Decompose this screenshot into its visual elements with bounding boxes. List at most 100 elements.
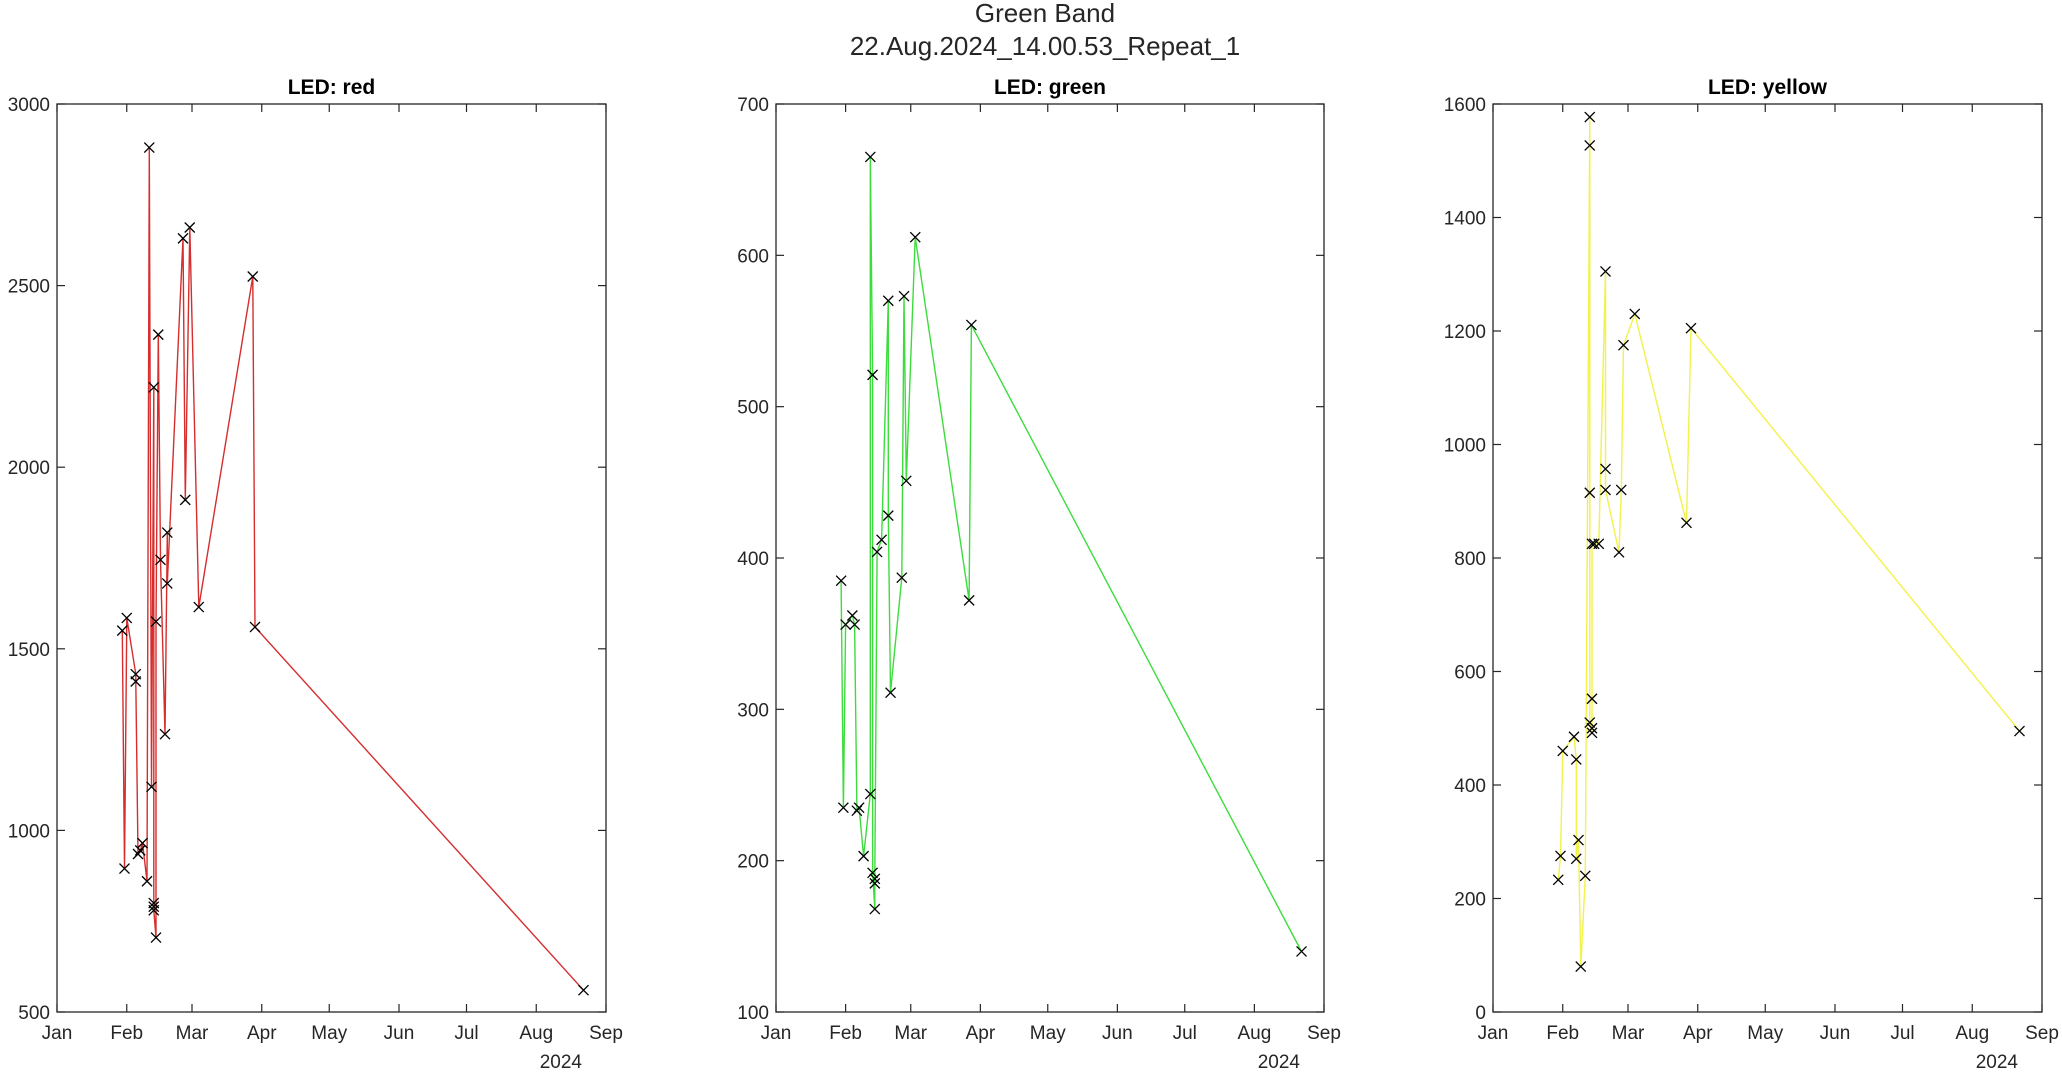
yellow-data-point bbox=[1615, 484, 1627, 496]
red-data-point bbox=[152, 329, 164, 341]
red-x-tick-label: Sep bbox=[589, 1023, 623, 1044]
green-data-point bbox=[871, 546, 883, 558]
green-data-point bbox=[840, 619, 852, 631]
red-y-tick-label: 2000 bbox=[8, 458, 50, 479]
yellow-data-point bbox=[1586, 727, 1598, 739]
yellow-data-point bbox=[1584, 487, 1596, 499]
red-x-year-label: 2024 bbox=[540, 1052, 583, 1072]
red-data-point bbox=[193, 601, 205, 613]
red-x-tick-label: Mar bbox=[176, 1023, 209, 1044]
yellow-series-line bbox=[1557, 116, 2021, 968]
green-x-tick-label: Sep bbox=[1307, 1023, 1341, 1044]
green-x-tick-label: Feb bbox=[829, 1023, 862, 1044]
yellow-x-tick-label: Jul bbox=[1890, 1023, 1914, 1044]
red-y-tick-label: 1000 bbox=[8, 821, 50, 842]
red-data-point bbox=[155, 554, 166, 566]
yellow-x-tick-label: Jun bbox=[1820, 1023, 1851, 1044]
green-axes-box bbox=[775, 103, 1325, 1013]
yellow-data-point bbox=[1586, 722, 1598, 734]
subplot-green: LED: green 100 200 300 400 500 600 700 Jan Feb Mar… bbox=[737, 76, 1341, 1072]
subplot-red: LED: red 500 1000 1500 2000 2500 3000 Jan Feb Mar… bbox=[8, 76, 623, 1072]
yellow-data-point bbox=[2014, 725, 2025, 737]
green-y-tick-label: 500 bbox=[737, 398, 769, 419]
green-y-tick-label: 400 bbox=[737, 549, 769, 570]
yellow-data-point bbox=[1584, 139, 1596, 151]
yellow-y-tick-label: 1000 bbox=[1444, 436, 1486, 457]
yellow-data-point bbox=[1600, 463, 1611, 475]
green-data-point bbox=[867, 867, 879, 879]
yellow-y-tick-label: 400 bbox=[1454, 776, 1486, 797]
green-y-tick-label: 300 bbox=[737, 700, 769, 721]
red-data-point bbox=[247, 271, 259, 282]
red-data-point bbox=[148, 381, 160, 393]
red-data-point bbox=[116, 625, 128, 637]
green-y-tick-label: 100 bbox=[737, 1003, 769, 1024]
green-data-point bbox=[853, 802, 865, 814]
green-data-point bbox=[882, 510, 894, 522]
yellow-data-point bbox=[1600, 265, 1611, 277]
yellow-y-tick-label: 1200 bbox=[1444, 322, 1486, 343]
red-data-point bbox=[148, 901, 160, 913]
red-data-point bbox=[137, 837, 148, 849]
yellow-x-tick-label: May bbox=[1747, 1023, 1783, 1044]
red-axes-box bbox=[56, 103, 607, 1013]
green-data-point bbox=[858, 850, 870, 862]
red-data-point bbox=[150, 616, 162, 628]
green-data-point bbox=[869, 903, 881, 915]
red-data-point bbox=[119, 863, 130, 874]
red-y-tick-label: 500 bbox=[18, 1003, 50, 1024]
yellow-y-tick-label: 800 bbox=[1454, 549, 1486, 570]
green-data-point bbox=[835, 575, 847, 587]
yellow-x-tick-label: Jan bbox=[1478, 1023, 1509, 1044]
green-data-point bbox=[898, 290, 910, 302]
green-data-point bbox=[963, 594, 975, 606]
red-y-tick-label: 3000 bbox=[8, 95, 50, 116]
yellow-data-point bbox=[1584, 717, 1596, 729]
yellow-data-point bbox=[1555, 850, 1566, 862]
subplot-yellow: LED: yellow 0 200 400 600 800 1000 1200 1400 1600… bbox=[1444, 76, 2059, 1072]
green-data-point bbox=[864, 151, 876, 163]
green-data-point bbox=[864, 788, 876, 800]
yellow-data-point bbox=[1685, 322, 1697, 334]
red-data-point bbox=[159, 728, 171, 740]
green-data-point bbox=[869, 877, 881, 889]
red-x-tick-label: Jun bbox=[384, 1023, 415, 1044]
red-data-point bbox=[141, 875, 153, 887]
green-data-point bbox=[909, 231, 921, 243]
green-y-tick-label: 600 bbox=[737, 246, 769, 267]
red-data-point bbox=[249, 621, 261, 633]
yellow-data-point bbox=[1618, 339, 1629, 351]
yellow-data-point bbox=[1681, 517, 1692, 529]
red-data-point bbox=[143, 142, 155, 154]
green-data-point bbox=[1296, 946, 1308, 957]
yellow-data-point bbox=[1573, 834, 1584, 846]
green-data-point bbox=[867, 369, 879, 381]
red-data-point bbox=[150, 932, 162, 944]
red-x-tick-label: Apr bbox=[247, 1023, 277, 1044]
green-data-point bbox=[885, 687, 897, 699]
yellow-data-point bbox=[1629, 308, 1641, 320]
green-series-line bbox=[840, 156, 1303, 952]
green-data-point bbox=[869, 873, 881, 885]
green-x-year-label: 2024 bbox=[1258, 1052, 1301, 1072]
red-data-point bbox=[121, 612, 133, 624]
yellow-data-point bbox=[1557, 745, 1569, 757]
red-axes-title: LED: red bbox=[288, 76, 376, 99]
green-data-point bbox=[876, 534, 888, 546]
green-x-tick-label: Jul bbox=[1173, 1023, 1197, 1044]
yellow-axes-title: LED: yellow bbox=[1708, 76, 1828, 99]
yellow-y-tick-label: 1600 bbox=[1444, 95, 1486, 116]
yellow-data-point bbox=[1568, 731, 1580, 743]
yellow-x-tick-label: Apr bbox=[1683, 1023, 1713, 1044]
yellow-data-point bbox=[1584, 111, 1596, 123]
yellow-y-tick-label: 1400 bbox=[1444, 209, 1486, 230]
yellow-y-tick-label: 200 bbox=[1454, 890, 1486, 911]
green-data-point bbox=[896, 572, 908, 584]
yellow-data-point bbox=[1586, 693, 1598, 705]
yellow-x-tick-label: Mar bbox=[1612, 1023, 1645, 1044]
yellow-data-point bbox=[1600, 484, 1611, 496]
red-data-point bbox=[184, 222, 196, 233]
red-data-point bbox=[179, 494, 191, 506]
yellow-data-point bbox=[1570, 754, 1582, 765]
figure-suptitle-line2: 22.Aug.2024_14.00.53_Repeat_1 bbox=[850, 31, 1240, 61]
